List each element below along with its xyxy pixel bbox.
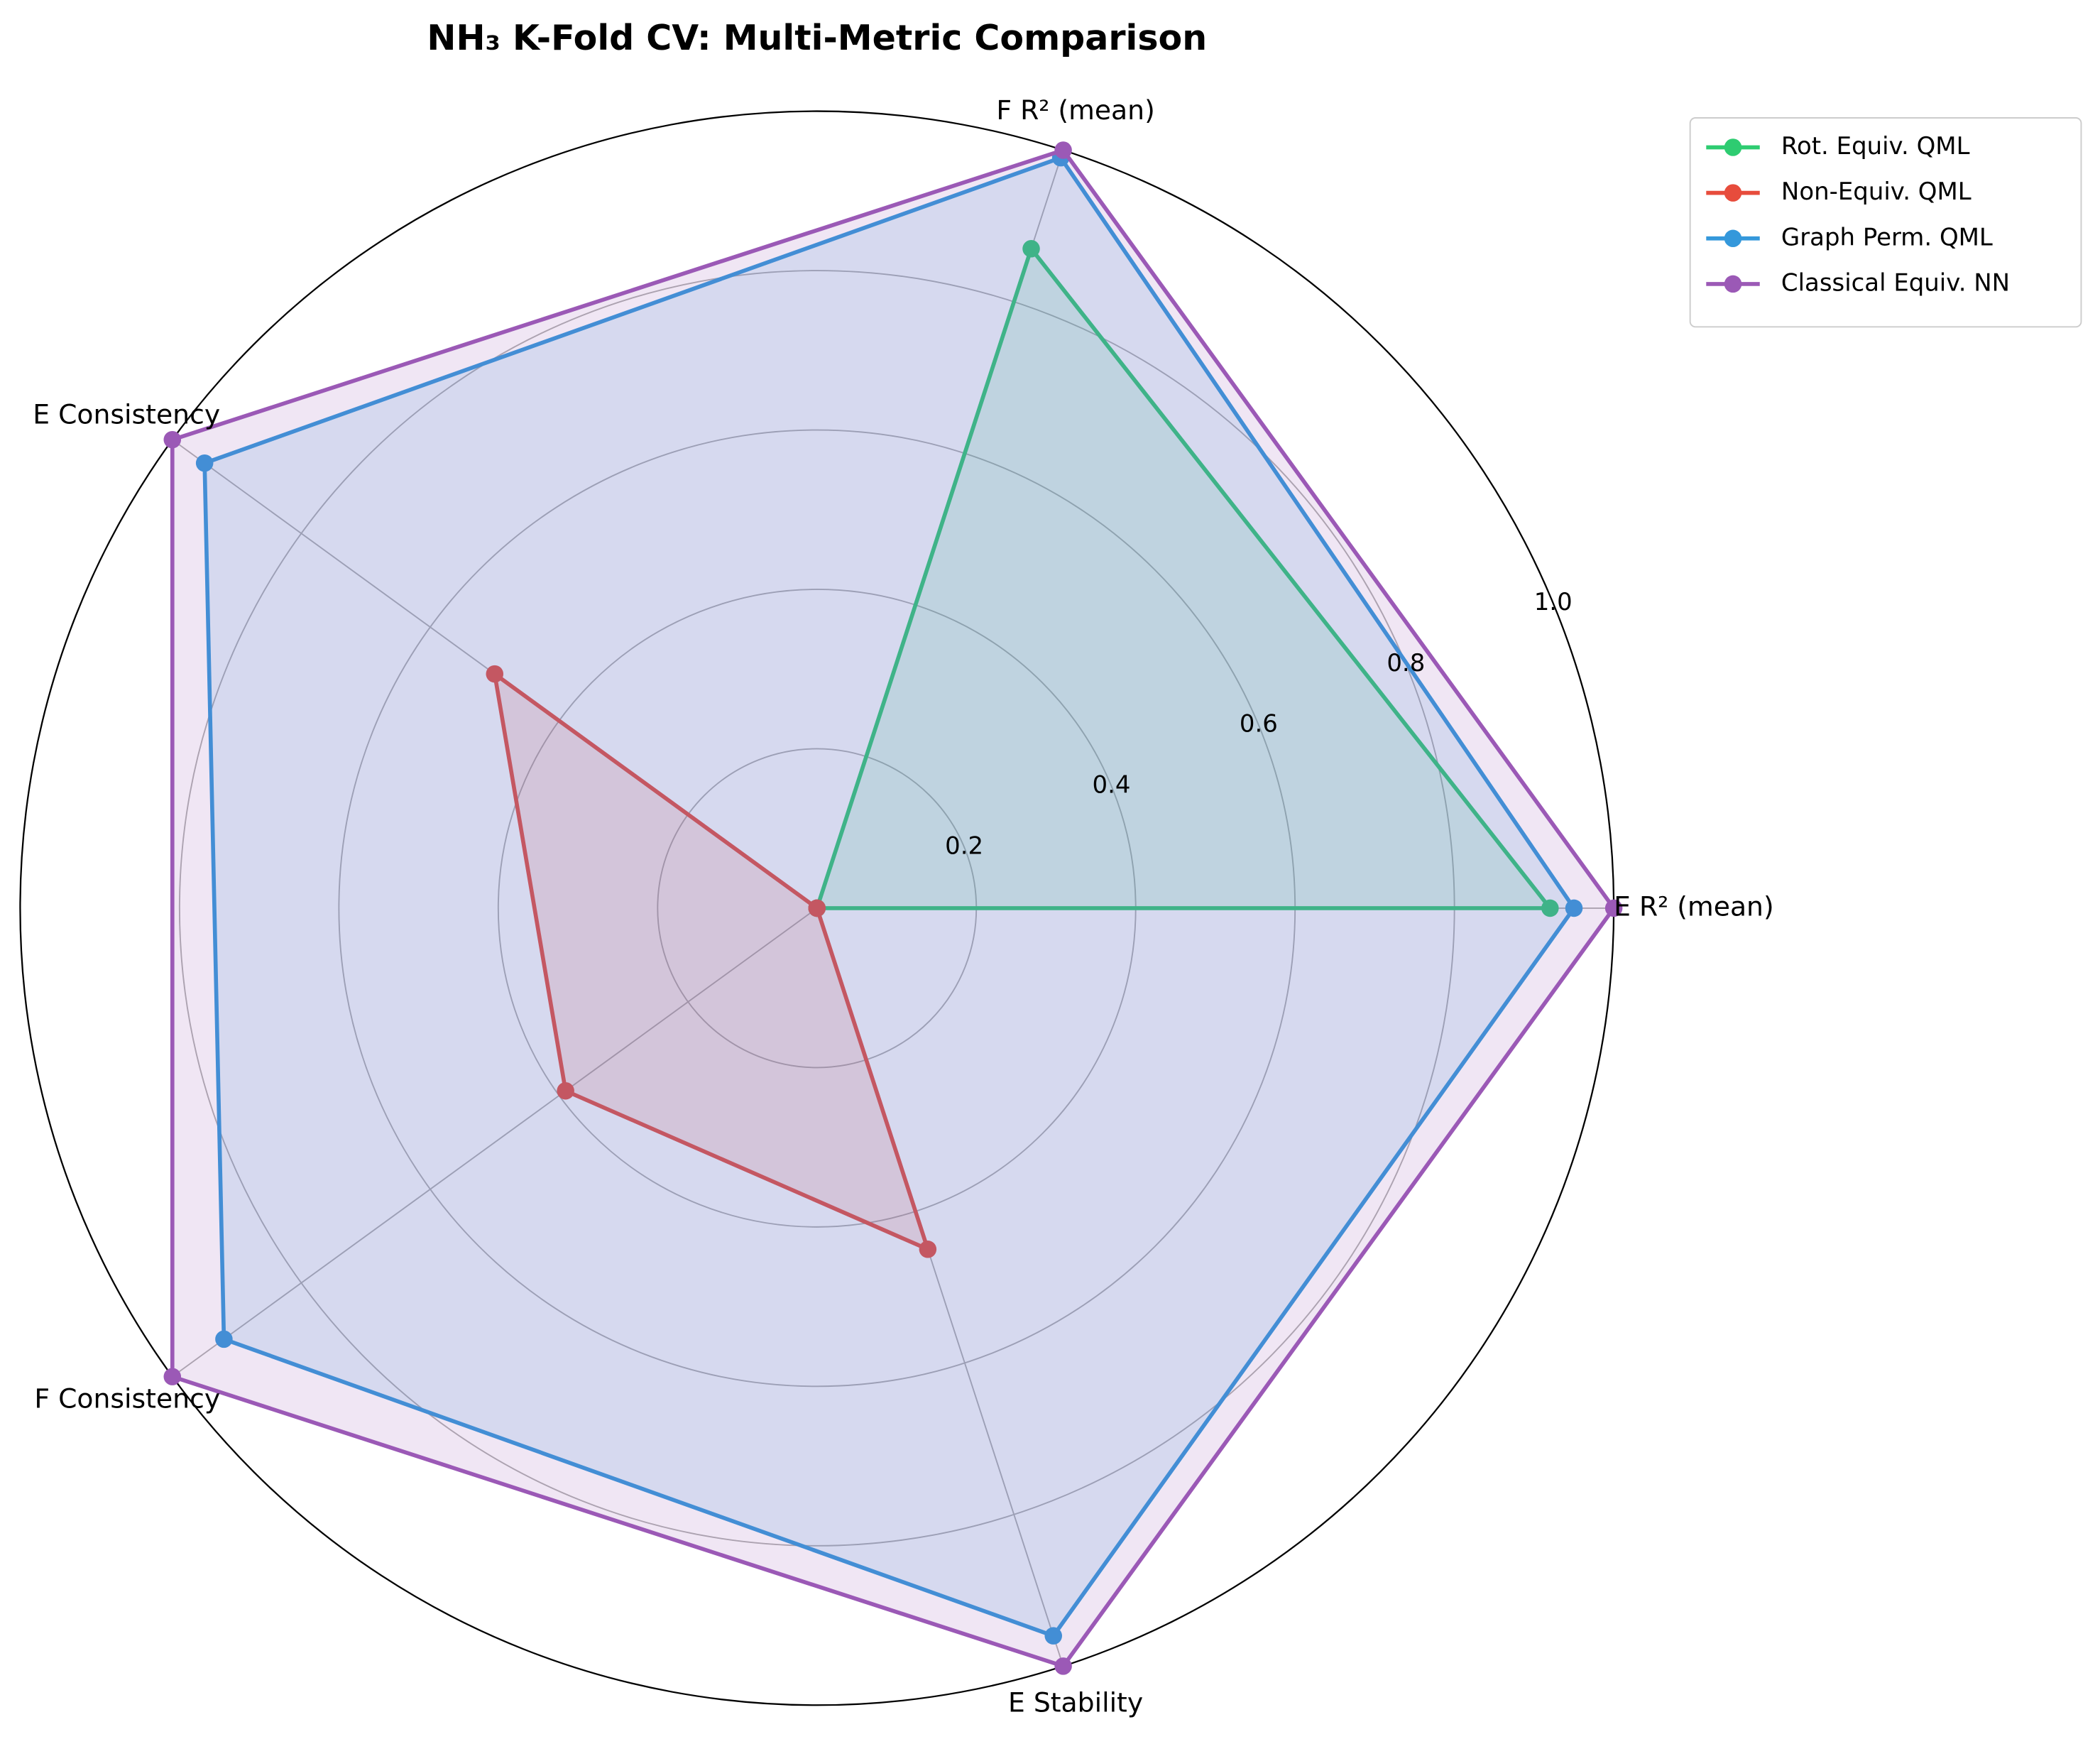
data-point bbox=[215, 1330, 233, 1348]
category-label: E R² (mean) bbox=[1614, 890, 1774, 922]
spoke bbox=[172, 908, 818, 1378]
data-point bbox=[486, 665, 504, 683]
r-tick-label: 0.2 bbox=[945, 832, 983, 861]
r-tick-label: 0.4 bbox=[1093, 771, 1131, 800]
data-point bbox=[163, 430, 182, 449]
series-area bbox=[814, 246, 1553, 910]
data-point bbox=[1541, 899, 1559, 917]
legend-label: Non-Equiv. QML bbox=[1781, 178, 1972, 206]
data-point bbox=[1044, 1627, 1062, 1645]
data-point bbox=[1054, 1657, 1072, 1675]
data-point bbox=[1565, 899, 1583, 917]
legend-label: Classical Equiv. NN bbox=[1781, 268, 2010, 297]
series-area bbox=[170, 148, 1616, 1669]
legend-marker bbox=[1724, 184, 1742, 202]
legend-label: Rot. Equiv. QML bbox=[1781, 132, 1970, 160]
category-label: E Stability bbox=[1008, 1687, 1143, 1718]
data-point bbox=[163, 1368, 182, 1385]
legend-marker bbox=[1724, 229, 1742, 248]
data-point bbox=[1054, 141, 1072, 159]
category-label: F R² (mean) bbox=[996, 94, 1154, 126]
data-point bbox=[808, 899, 826, 917]
r-tick-label: 1.0 bbox=[1534, 588, 1573, 616]
r-tick-label: 0.6 bbox=[1240, 710, 1278, 739]
data-point bbox=[1604, 899, 1623, 917]
legend-box bbox=[1689, 117, 2082, 328]
data-point bbox=[195, 454, 214, 472]
legend-marker bbox=[1724, 275, 1742, 293]
category-label: F Consistency bbox=[34, 1383, 220, 1414]
chart-title: NH₃ K-Fold CV: Multi-Metric Comparison bbox=[427, 17, 1207, 58]
r-tick-label: 0.8 bbox=[1387, 649, 1425, 677]
data-point bbox=[919, 1241, 937, 1258]
data-point bbox=[557, 1081, 574, 1100]
legend-label: Graph Perm. QML bbox=[1781, 223, 1993, 251]
series-area bbox=[202, 156, 1576, 1638]
data-point bbox=[1022, 240, 1040, 258]
category-label: E Consistency bbox=[33, 398, 220, 430]
legend-marker bbox=[1724, 138, 1742, 156]
